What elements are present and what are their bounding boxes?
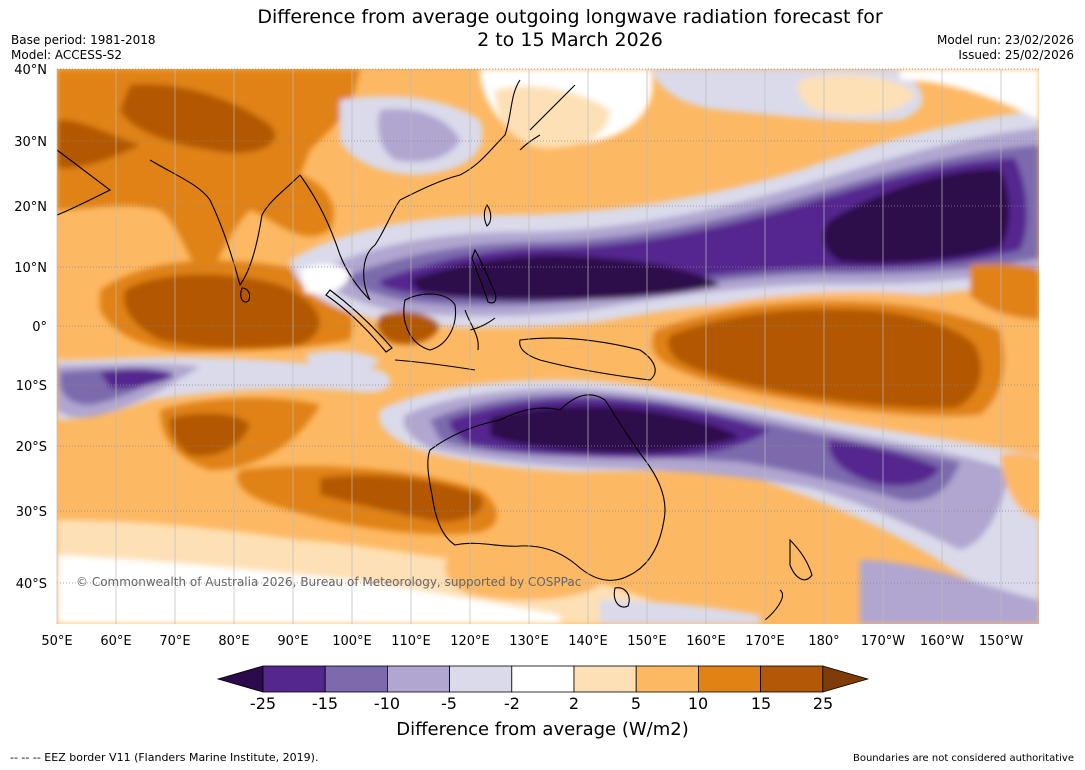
chart-title-line2: 2 to 15 March 2026 bbox=[477, 29, 663, 51]
colorbar-title: Difference from average (W/m2) bbox=[396, 719, 689, 740]
colorbar-swatch bbox=[262, 665, 326, 693]
lat-label: 20°N bbox=[14, 200, 47, 215]
boundaries-note: Boundaries are not considered authoritat… bbox=[852, 753, 1074, 764]
eez-note: -- -- -- EEZ border V11 (Flanders Marine… bbox=[10, 751, 319, 764]
lon-label: 160°W bbox=[920, 634, 964, 649]
colorbar-extend-low bbox=[216, 665, 264, 693]
colorbar-swatch bbox=[324, 665, 388, 693]
lon-label: 110°E bbox=[391, 634, 431, 649]
lon-label: 80°E bbox=[218, 634, 249, 649]
lon-label: 180° bbox=[808, 634, 839, 649]
colorbar-swatch bbox=[573, 665, 637, 693]
colorbar-swatch bbox=[511, 665, 575, 693]
colorbar-swatch bbox=[698, 665, 762, 693]
colorbar-label: 5 bbox=[630, 694, 642, 713]
lon-label: 100°E bbox=[332, 634, 372, 649]
lon-label: 60°E bbox=[100, 634, 131, 649]
lon-label: 50°E bbox=[41, 634, 72, 649]
lat-label: 30°N bbox=[14, 135, 47, 150]
lat-label: 20°S bbox=[16, 440, 47, 455]
lon-label: 90°E bbox=[277, 634, 308, 649]
meridians bbox=[56, 69, 1002, 624]
lon-label: 140°E bbox=[568, 634, 608, 649]
colorbar bbox=[216, 665, 870, 693]
colorbar-label: -2 bbox=[504, 694, 520, 713]
lon-label: 120°E bbox=[450, 634, 490, 649]
anomaly-field bbox=[57, 69, 1039, 624]
base-period: Base period: 1981-2018 bbox=[11, 33, 156, 47]
colorbar-label: -5 bbox=[441, 694, 457, 713]
issued-date: Issued: 25/02/2026 bbox=[958, 48, 1074, 62]
colorbar-swatch bbox=[386, 665, 450, 693]
colorbar-label: -15 bbox=[311, 694, 339, 713]
colorbar-swatch bbox=[760, 665, 824, 693]
lat-label: 40°N bbox=[14, 63, 47, 78]
colorbar-swatch bbox=[635, 665, 699, 693]
colorbar-swatch bbox=[449, 665, 513, 693]
colorbar-label: -10 bbox=[373, 694, 401, 713]
colorbar-label: 10 bbox=[687, 694, 709, 713]
lon-label: 160°E bbox=[686, 634, 726, 649]
lat-label: 10°S bbox=[16, 379, 47, 394]
colorbar-extend-high bbox=[822, 665, 870, 693]
colorbar-label: 15 bbox=[750, 694, 772, 713]
lat-label: 0° bbox=[32, 320, 47, 335]
lat-label: 10°N bbox=[14, 261, 47, 276]
lon-label: 70°E bbox=[159, 634, 190, 649]
lat-label: 40°S bbox=[16, 577, 47, 592]
model-name: Model: ACCESS-S2 bbox=[11, 48, 123, 62]
lon-label: 170°E bbox=[745, 634, 785, 649]
lon-label: 170°W bbox=[861, 634, 905, 649]
model-run: Model run: 23/02/2026 bbox=[936, 33, 1074, 47]
lon-label: 150°W bbox=[979, 634, 1023, 649]
copyright-notice: © Commonwealth of Australia 2026, Bureau… bbox=[76, 575, 581, 589]
colorbar-label: -25 bbox=[249, 694, 277, 713]
colorbar-label: 2 bbox=[568, 694, 580, 713]
lon-label: 130°E bbox=[509, 634, 549, 649]
lon-label: 150°E bbox=[627, 634, 667, 649]
lat-label: 30°S bbox=[16, 505, 47, 520]
colorbar-label: 25 bbox=[812, 694, 834, 713]
chart-title-line1: Difference from average outgoing longwav… bbox=[257, 6, 883, 28]
